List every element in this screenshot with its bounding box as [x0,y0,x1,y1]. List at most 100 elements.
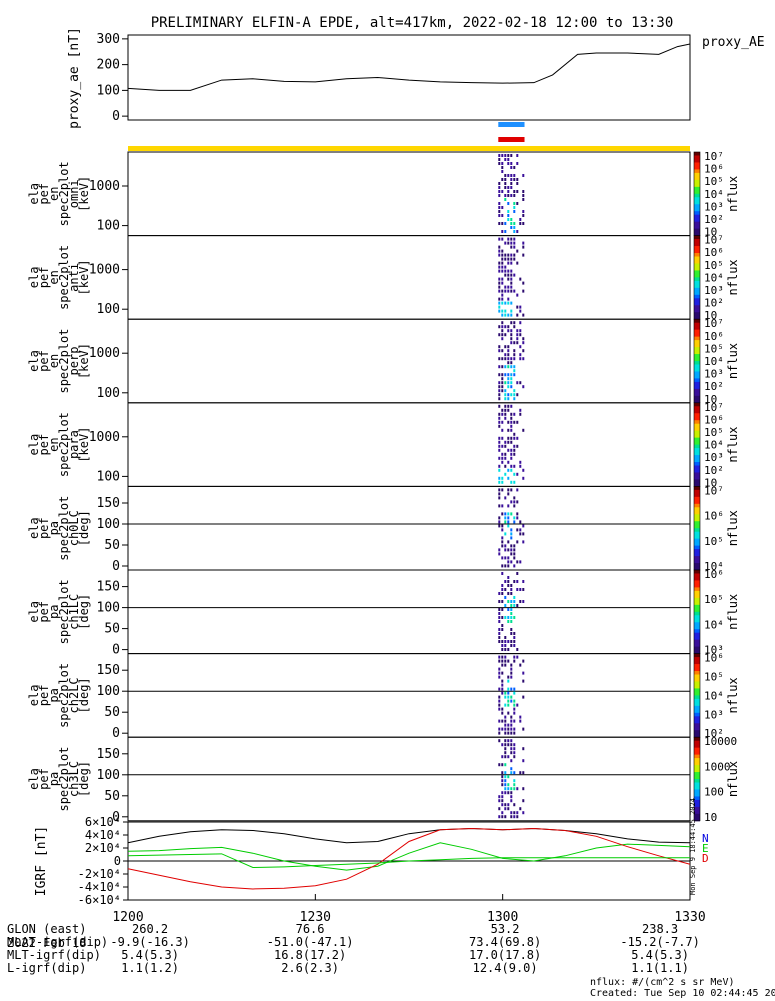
heatmap-cell [513,289,516,293]
heatmap-cell [513,719,516,723]
heatmap-ylabel: ela [27,768,41,790]
colorbar-label: nflux [726,677,740,713]
heatmap-cell [504,253,507,257]
heatmap-cell [510,281,513,285]
heatmap-cell [498,154,501,157]
heatmap-ytick-label: 100 [97,219,120,234]
colorbar-segment [694,611,700,616]
heatmap-cell [501,588,504,591]
colorbar-tick-label: 10⁴ [704,618,724,631]
heatmap-cell [498,659,501,663]
colorbar-segment [694,549,700,554]
heatmap-cell [519,329,522,333]
heatmap-cell [510,667,513,671]
heatmap-ylabel: pef [37,350,51,372]
heatmap-cell [498,616,501,619]
heatmap-ylabel: pef [37,434,51,456]
colorbar-segment [694,427,700,432]
heatmap-ylabel: [keV] [77,176,91,212]
colorbar-tick-label: 10⁷ [704,484,724,497]
heatmap-cell [510,687,513,691]
colorbar-segment [694,455,700,460]
heatmap-frame [127,235,691,320]
heatmap-cell [522,468,525,472]
heatmap-cell [510,727,513,731]
heatmap-cell [513,464,516,468]
colorbar-segment [694,674,700,679]
heatmap-ylabel: perp [67,347,81,376]
heatmap-cell [498,301,501,305]
heatmap-cell [510,759,513,763]
heatmap-cell [504,464,507,468]
heatmap-ylabel: pef [37,601,51,623]
heatmap-cell [513,325,516,329]
heatmap-cell [504,186,507,189]
heatmap-cell [498,281,501,285]
colorbar-tick-label: 10⁵ [704,535,724,548]
heatmap-cell [504,803,507,807]
colorbar-segment [694,594,700,599]
heatmap-cell [510,771,513,775]
heatmap-cell [498,393,501,397]
colorbar-segment [694,437,700,442]
heatmap-cell [513,755,516,759]
heatmap-cell [513,604,516,607]
heatmap-cell [513,321,516,325]
heatmap-cell [504,580,507,583]
heatmap-cell [510,747,513,751]
heatmap-ylabel: ch2LC [67,677,81,713]
heatmap-cell [504,194,507,197]
heatmap-cell [498,456,501,460]
heatmap-cell [513,687,516,691]
heatmap-cell [498,763,501,767]
heatmap-cell [507,349,510,353]
heatmap-cell [498,476,501,480]
heatmap-cell [513,202,516,205]
heatmap-cell [501,281,504,285]
heatmap-cell [504,771,507,775]
heatmap-cell [498,277,501,281]
heatmap-cell [513,353,516,357]
heatmap-ylabel: ela [27,434,41,456]
heatmap-cell [522,580,525,583]
heatmap-cell [510,309,513,313]
heatmap-cell [516,293,519,297]
colorbar-segment [694,772,700,777]
footer-row-label: MLT-igrf(dip) [7,948,101,962]
heatmap-cell [513,803,516,807]
colorbar-segment [694,698,700,703]
colorbar-segment [694,765,700,770]
heatmap-cell [501,771,504,775]
heatmap-cell [522,695,525,699]
heatmap-cell [507,436,510,440]
heatmap-cell [498,695,501,699]
heatmap-cell [504,389,507,393]
heatmap-cell [513,237,516,241]
footer-date: 2022 Feb 18 [7,936,87,950]
heatmap-cell [510,341,513,345]
heatmap-ylabel: spec2plot [57,245,71,310]
colorbar-segment [694,301,700,306]
heatmap-cell [510,440,513,444]
colorbar-segment [694,646,700,651]
colorbar-tick-label: 10⁷ [704,401,724,414]
heatmap-cell [507,297,510,301]
colorbar-segment [694,545,700,550]
heatmap-cell [504,440,507,444]
heatmap-cell [510,548,513,552]
colorbar-tick-label: 10 [704,393,717,406]
heatmap-cell [510,480,513,484]
heatmap-cell [513,815,516,819]
footer-row-value: 17.0(17.8) [469,948,542,962]
footer-row-value: 12.4(9.0) [472,961,538,975]
heatmap-cell [498,210,501,213]
heatmap-cell [501,691,504,695]
flag-bar-yellow [128,146,690,151]
heatmap-cell [516,249,519,253]
heatmap-cell [507,214,510,217]
heatmap-cell [510,393,513,397]
heatmap-cell [501,313,504,317]
heatmap-cell [507,691,510,695]
colorbar-segment [694,514,700,519]
